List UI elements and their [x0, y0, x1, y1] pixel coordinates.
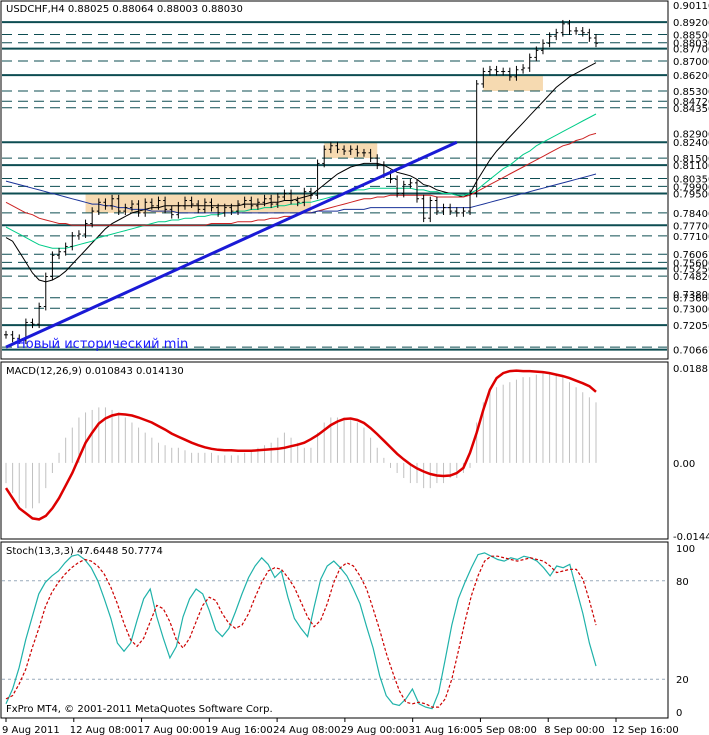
time-axis-label-3: 19 Aug 16:00	[205, 725, 272, 735]
ma-mid-line	[5, 113, 597, 249]
consolidation-zone-2	[483, 75, 543, 91]
time-axis-label-5: 29 Aug 00:00	[341, 725, 408, 735]
stoch-main-line	[5, 552, 597, 710]
stoch-axis-label-0: 100	[676, 544, 695, 555]
price-pane-title: USDCHF,H4 0.88025 0.88064 0.88003 0.8803…	[6, 4, 243, 15]
level-label-2: 0.88030	[673, 39, 709, 50]
time-axis: 9 Aug 2011 12 Aug 08:00 17 Aug 00:00 19 Aug…	[2, 718, 679, 735]
macd-axis-label-0: 0.01881	[673, 364, 709, 375]
stoch-axis-label-3: 0	[676, 708, 682, 719]
macd-pane-title: MACD(12,26,9) 0.010843 0.014130	[6, 366, 184, 377]
time-axis-label-7: 5 Sep 08:00	[476, 725, 536, 735]
stoch-pane[interactable]	[0, 541, 669, 719]
stoch-pane-title: Stoch(13,3,3) 47.6448 50.7774	[6, 546, 163, 557]
time-axis-label-2: 17 Aug 00:00	[138, 725, 205, 735]
stoch-layer: 100 80 20 0	[2, 544, 695, 719]
ma-fast-line	[5, 62, 597, 283]
copyright-text: FxPro MT4, © 2001-2011 MetaQuotes Softwa…	[6, 704, 273, 715]
macd-signal-line	[4, 369, 597, 521]
time-axis-label-0: 9 Aug 2011	[2, 725, 60, 735]
macd-axis-label-2: -0.01449	[673, 532, 709, 543]
macd-pane[interactable]	[0, 361, 669, 540]
time-axis-label-9: 12 Sep 16:00	[612, 725, 679, 735]
support-trendline	[5, 140, 458, 349]
trendline-layer	[5, 140, 458, 349]
time-axis-label-8: 8 Sep 00:00	[544, 725, 604, 735]
macd-axis-label-1: 0.00	[673, 459, 695, 470]
time-axis-label-1: 12 Aug 08:00	[70, 725, 137, 735]
historic-min-annotation: Новый исторический min	[16, 337, 188, 352]
stoch-axis-label-2: 20	[676, 675, 689, 686]
macd-layer: 0.01881 0.00 -0.01449	[4, 364, 709, 543]
time-axis-label-4: 24 Aug 08:00	[273, 725, 340, 735]
level-label-19: 0.76067	[673, 250, 709, 261]
stoch-signal-line	[5, 555, 597, 708]
stoch-axis-label-1: 80	[676, 577, 689, 588]
level-label-28: 0.70667	[673, 346, 709, 357]
price-bars	[4, 19, 598, 344]
time-axis-label-6: 31 Aug 16:00	[409, 725, 476, 735]
